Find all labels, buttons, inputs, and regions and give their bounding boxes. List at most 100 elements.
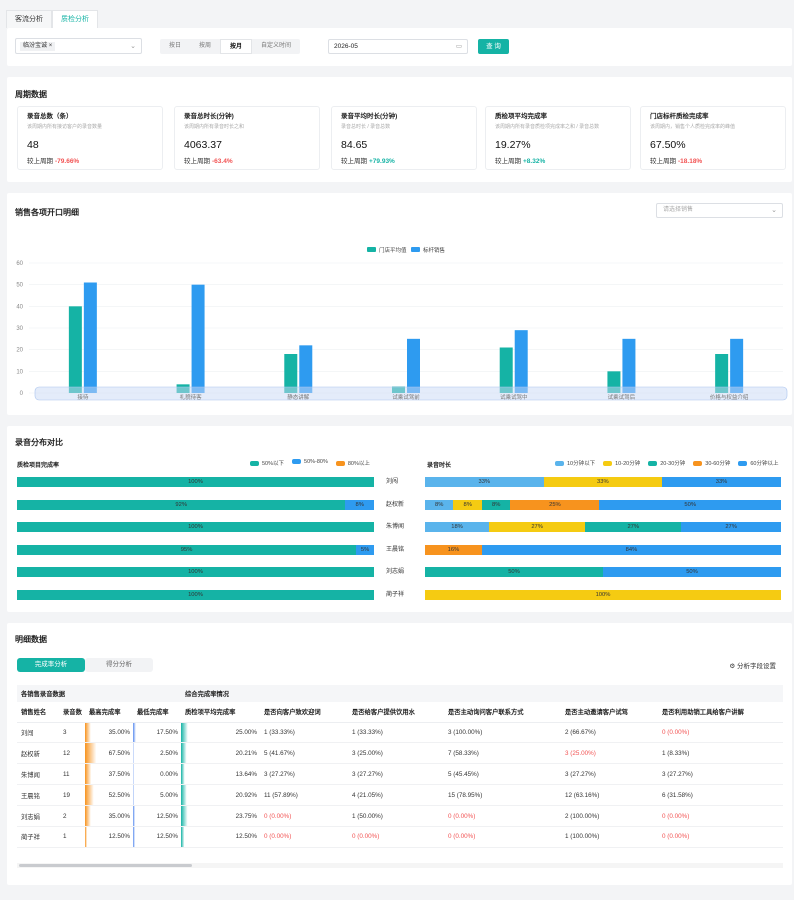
chart-bar[interactable] bbox=[622, 338, 636, 393]
y-tick-label: 40 bbox=[16, 304, 23, 310]
legend-swatch bbox=[250, 461, 259, 467]
chart-bar[interactable] bbox=[284, 354, 298, 393]
chart-bar[interactable] bbox=[83, 282, 97, 394]
cell-count: 1 bbox=[59, 826, 85, 848]
column-header: 是否主动询问客户联系方式 bbox=[444, 702, 561, 723]
cell-c2: 3 (25.00%) bbox=[348, 742, 444, 765]
completion-bar[interactable]: 95% 5% bbox=[17, 544, 374, 555]
cell-c4: 1 (100.00%) bbox=[561, 826, 658, 848]
bar-segment: 95% bbox=[17, 544, 357, 555]
metric-card: 录音平均时长(分钟) 录音总时长 / 录音总数 84.65 较上周期 +79.93% bbox=[331, 106, 477, 170]
column-header: 最高完成率 bbox=[85, 702, 133, 723]
chart-zoom-slider[interactable] bbox=[34, 386, 788, 401]
table-row[interactable]: 刘闯 3 35.00% 17.50% 25.00% 1 (33.33%) 1 (33.33%… bbox=[17, 722, 783, 744]
detail-card: 明细数据 完成率分析 得分分析 ⚙ 分析字段设置 各销售录音数据 综合完成率情况… bbox=[7, 623, 792, 885]
cell-c2: 4 (21.05%) bbox=[348, 784, 444, 807]
metric-compare: 较上周期 +79.93% bbox=[341, 155, 467, 165]
cell-c3: 0 (0.00%) bbox=[444, 826, 561, 848]
bar-segment: 8% bbox=[481, 499, 511, 510]
cell-count: 3 bbox=[59, 722, 85, 744]
completion-bar[interactable]: 100% bbox=[17, 567, 374, 578]
field-settings-button[interactable]: ⚙ 分析字段设置 bbox=[729, 660, 776, 670]
metric-desc: 该周期内所有录音时长之和 bbox=[184, 124, 245, 130]
period-custom[interactable]: 自定义时间 bbox=[261, 43, 292, 49]
metric-delta: -63.4% bbox=[212, 158, 233, 165]
cell-c2: 0 (0.00%) bbox=[348, 826, 444, 848]
chart-bar[interactable] bbox=[715, 354, 729, 393]
tab-score-analysis[interactable]: 得分分析 bbox=[85, 658, 153, 672]
bar-segment: 100% bbox=[17, 477, 374, 487]
duration-bar[interactable]: 16% 84% bbox=[425, 544, 781, 555]
cell-max-rate: 12.50% bbox=[85, 826, 133, 848]
cell-count: 12 bbox=[59, 742, 85, 765]
table-row[interactable]: 蔺子祥 1 12.50% 12.50% 12.50% 0 (0.00%) 0 (0.00%)… bbox=[17, 826, 783, 848]
query-button[interactable]: 查 询 bbox=[478, 39, 509, 54]
period-day[interactable]: 按日 bbox=[169, 43, 182, 49]
legend-swatch bbox=[335, 461, 345, 467]
gear-icon: ⚙ bbox=[729, 663, 736, 670]
chip-close-icon[interactable]: × bbox=[48, 43, 53, 49]
calendar-icon: ▭ bbox=[455, 43, 462, 50]
cell-max-rate: 35.00% bbox=[85, 805, 133, 827]
period-week[interactable]: 按周 bbox=[199, 43, 212, 49]
chart-bar[interactable] bbox=[499, 347, 513, 394]
cell-c1: 5 (41.67%) bbox=[260, 742, 348, 765]
legend-label: 50%-80% bbox=[304, 459, 328, 465]
sales-select[interactable]: 请选择销售 ⌄ bbox=[656, 203, 783, 218]
cell-count: 11 bbox=[59, 763, 85, 786]
cell-c1: 0 (0.00%) bbox=[260, 805, 348, 827]
cell-c1: 0 (0.00%) bbox=[260, 826, 348, 848]
y-tick-label: 30 bbox=[16, 326, 23, 332]
cell-c4: 3 (25.00%) bbox=[561, 742, 658, 765]
chart-legend: 门店平均值 标杆销售 bbox=[367, 246, 445, 254]
cell-max-rate: 37.50% bbox=[85, 763, 133, 786]
column-header: 是否利用助销工具给客户讲解 bbox=[658, 702, 783, 723]
period-data-card: 周期数据 录音总数（条） 该周期内所有接访客户的录音数量 48 较上周期 -79.66%… bbox=[7, 77, 792, 182]
legend-label: 10分钟以下 bbox=[567, 461, 596, 467]
store-select[interactable]: 临汾宝诚 × ⌄ bbox=[15, 38, 142, 54]
tab-completion-analysis[interactable]: 完成率分析 bbox=[17, 658, 85, 672]
chart-bar[interactable] bbox=[299, 345, 313, 393]
horizontal-scrollbar[interactable] bbox=[17, 863, 783, 868]
metric-card: 录音总数（条） 该周期内所有接访客户的录音数量 48 较上周期 -79.66% bbox=[17, 106, 163, 170]
table-row[interactable]: 王晨铭 19 52.50% 5.00% 20.92% 11 (57.89%) 4 (21.0… bbox=[17, 784, 783, 807]
chart-bar[interactable] bbox=[407, 338, 420, 393]
table-row[interactable]: 赵权新 12 67.50% 2.50% 20.21% 5 (41.67%) 3 (25.00… bbox=[17, 742, 783, 765]
completion-bar[interactable]: 100% bbox=[17, 590, 374, 600]
cell-c5: 1 (8.33%) bbox=[658, 742, 783, 765]
tab-traffic-analysis[interactable]: 客流分析 bbox=[6, 10, 52, 28]
group-header-completion: 综合完成率情况 bbox=[181, 685, 783, 702]
duration-bar[interactable]: 50% 50% bbox=[425, 567, 781, 578]
column-header: 是否主动邀请客户试驾 bbox=[561, 702, 658, 723]
sales-select-placeholder: 请选择销售 bbox=[663, 207, 694, 213]
duration-bar[interactable]: 33% 33% 33% bbox=[425, 477, 781, 487]
duration-bar[interactable]: 18% 27% 27% 27% bbox=[425, 522, 781, 533]
completion-bar[interactable]: 100% bbox=[17, 477, 374, 487]
tab-quality-analysis[interactable]: 质检分析 bbox=[52, 10, 98, 28]
chart-bar[interactable] bbox=[68, 306, 82, 393]
cell-c1: 3 (27.27%) bbox=[260, 763, 348, 786]
scrollbar-thumb[interactable] bbox=[19, 864, 192, 867]
period-title: 周期数据 bbox=[15, 90, 47, 99]
cell-avg-rate: 13.64% bbox=[181, 763, 260, 786]
completion-bar[interactable]: 100% bbox=[17, 522, 374, 533]
period-month[interactable]: 按月 bbox=[220, 39, 253, 54]
chart-bar[interactable] bbox=[730, 338, 744, 393]
duration-bar[interactable]: 8% 8% 8% 25% 50% bbox=[425, 499, 781, 510]
chart-bar[interactable] bbox=[514, 330, 528, 393]
month-picker[interactable]: 2026-05 ▭ bbox=[328, 39, 468, 54]
table-row[interactable]: 朱博闻 11 37.50% 0.00% 13.64% 3 (27.27%) 3 (27.27… bbox=[17, 763, 783, 786]
cell-name: 蔺子祥 bbox=[17, 826, 59, 848]
duration-bar[interactable]: 100% bbox=[425, 590, 781, 600]
cell-min-rate: 17.50% bbox=[133, 722, 181, 744]
cell-name: 王晨铭 bbox=[17, 784, 59, 807]
chart-bar[interactable] bbox=[191, 284, 205, 393]
cell-max-rate: 52.50% bbox=[85, 784, 133, 807]
field-settings-label: 分析字段设置 bbox=[737, 663, 776, 670]
cell-count: 19 bbox=[59, 784, 85, 807]
dist-sales-name: 刘闯 bbox=[386, 479, 399, 485]
table-row[interactable]: 刘志娟 2 35.00% 12.50% 23.75% 0 (0.00%) 1 (50.00%… bbox=[17, 805, 783, 827]
completion-bar[interactable]: 92% 8% bbox=[17, 499, 374, 510]
cell-min-rate: 0.00% bbox=[133, 763, 181, 786]
legend-swatch bbox=[555, 461, 564, 467]
